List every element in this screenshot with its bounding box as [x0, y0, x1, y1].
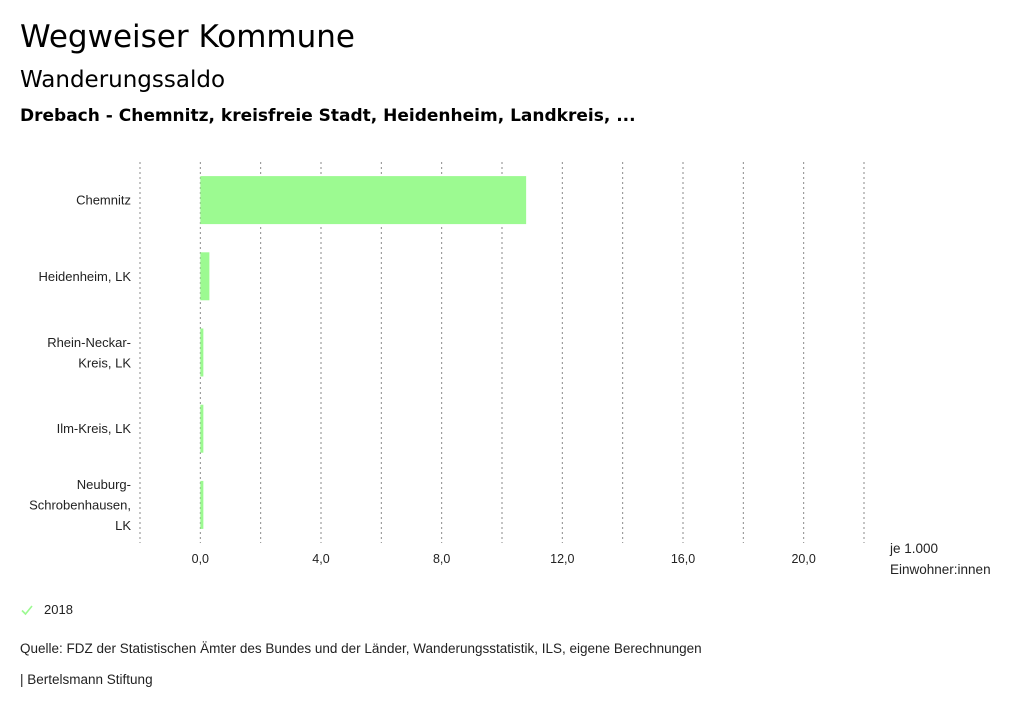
page-title: Wegweiser Kommune	[20, 19, 355, 55]
x-tick-label: 16,0	[671, 552, 695, 566]
category-labels: Chemnitz Heidenheim, LK Rhein-Neckar-Kreis…	[29, 193, 131, 533]
credit-note: | Bertelsmann Stiftung	[20, 672, 153, 687]
bar-4[interactable]	[200, 404, 204, 453]
unit-line: Einwohner:innen	[890, 562, 991, 577]
grid-lines	[139, 162, 865, 543]
bars	[200, 176, 527, 529]
legend-item-2018[interactable]: 2018	[20, 602, 73, 617]
x-axis-unit: je 1.000 Einwohner:innen	[890, 538, 991, 580]
bar-1[interactable]	[200, 176, 527, 225]
x-axis-ticks: 0,0 4,0 8,0 12,0 16,0 20,0	[192, 552, 816, 566]
x-tick-label: 4,0	[312, 552, 329, 566]
bar-2[interactable]	[200, 252, 210, 301]
category-label: Neuburg-Schrobenhausen, LK	[29, 477, 131, 533]
check-icon	[21, 604, 33, 615]
unit-line: je 1.000	[890, 541, 939, 556]
category-label: Ilm-Kreis, LK	[57, 421, 132, 436]
category-label: Heidenheim, LK	[39, 269, 132, 284]
legend-label: 2018	[44, 602, 73, 617]
chart-subtitle: Wanderungssaldo	[20, 67, 226, 93]
bar-5[interactable]	[200, 480, 204, 529]
x-tick-label: 8,0	[433, 552, 450, 566]
x-tick-label: 12,0	[550, 552, 574, 566]
x-tick-label: 0,0	[192, 552, 209, 566]
category-label: Rhein-Neckar-Kreis, LK	[47, 335, 131, 371]
bar-3[interactable]	[200, 328, 204, 377]
comparison-regions: Drebach - Chemnitz, kreisfreie Stadt, He…	[20, 106, 636, 126]
source-note: Quelle: FDZ der Statistischen Ämter des …	[20, 641, 702, 656]
category-label: Chemnitz	[76, 193, 131, 208]
bar-chart: Chemnitz Heidenheim, LK Rhein-Neckar-Kreis…	[29, 162, 865, 566]
x-tick-label: 20,0	[791, 552, 815, 566]
